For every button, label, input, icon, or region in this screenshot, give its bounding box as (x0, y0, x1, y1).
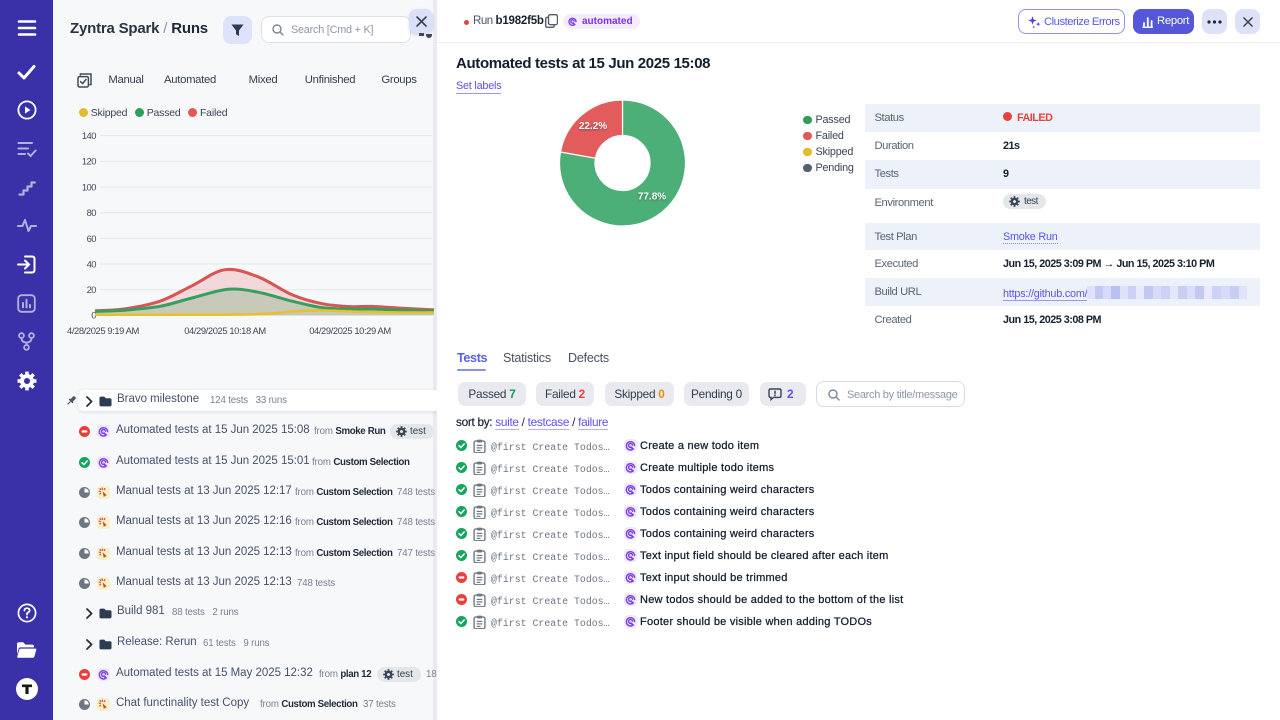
svg-text:60: 60 (87, 233, 97, 244)
svg-text:100: 100 (82, 181, 96, 192)
svg-text:40: 40 (87, 258, 97, 269)
svg-text:04/29/2025 10:18 AM: 04/29/2025 10:18 AM (184, 325, 266, 336)
svg-text:120: 120 (82, 156, 96, 167)
svg-text:77.8%: 77.8% (638, 192, 666, 203)
svg-text:20: 20 (87, 284, 97, 295)
svg-text:04/29/2025 10:29 AM: 04/29/2025 10:29 AM (309, 325, 391, 336)
svg-text:22.2%: 22.2% (579, 121, 607, 132)
svg-text:140: 140 (82, 130, 96, 141)
svg-text:4/28/2025 9:19 AM: 4/28/2025 9:19 AM (67, 325, 139, 336)
svg-text:80: 80 (87, 207, 97, 218)
svg-text:0: 0 (91, 310, 96, 321)
